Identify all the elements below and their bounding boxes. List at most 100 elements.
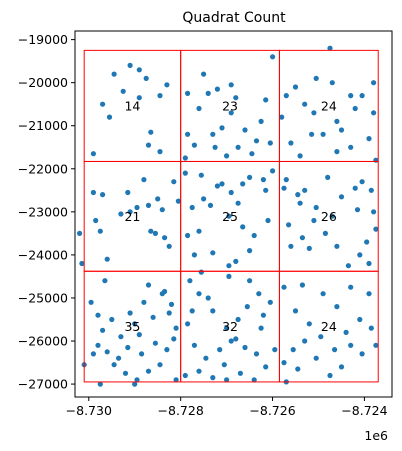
- data-point: [292, 84, 299, 90]
- data-point: [171, 179, 177, 185]
- y-tick-label: −26000: [18, 334, 68, 349]
- data-point: [214, 183, 220, 189]
- quadrat-cell: [278, 270, 379, 383]
- data-point: [95, 342, 101, 348]
- data-point: [226, 213, 232, 219]
- data-point: [210, 131, 216, 137]
- quadrat-count-label: 14: [124, 98, 140, 113]
- data-point: [152, 230, 158, 236]
- data-point: [253, 351, 260, 357]
- x-tick-label: −8.728: [158, 403, 204, 418]
- quadrat-count-label: 24: [321, 319, 337, 334]
- data-point: [281, 284, 287, 290]
- data-point: [148, 129, 154, 135]
- data-point: [136, 67, 142, 73]
- data-point: [196, 291, 202, 297]
- data-point: [348, 93, 354, 99]
- data-point: [136, 332, 142, 338]
- data-point: [299, 282, 305, 288]
- data-point: [189, 308, 195, 314]
- data-point: [116, 355, 122, 361]
- data-point: [97, 228, 103, 234]
- data-point: [90, 189, 96, 196]
- data-point: [258, 325, 264, 331]
- data-point: [145, 142, 152, 148]
- data-point: [228, 110, 234, 116]
- data-point: [281, 185, 287, 191]
- data-point: [164, 347, 170, 353]
- data-point: [102, 278, 108, 284]
- data-point: [217, 347, 223, 353]
- data-point: [279, 114, 285, 120]
- data-point: [258, 118, 264, 124]
- data-point: [143, 75, 149, 81]
- data-point: [288, 243, 294, 249]
- data-point: [290, 347, 296, 353]
- data-point: [155, 196, 161, 202]
- data-point: [306, 245, 312, 251]
- data-point: [182, 170, 188, 176]
- data-point: [201, 71, 207, 77]
- data-point: [283, 177, 289, 183]
- data-point: [152, 340, 158, 346]
- data-point: [100, 327, 106, 333]
- data-point: [196, 105, 202, 112]
- data-point: [219, 181, 225, 187]
- data-point: [125, 189, 131, 196]
- data-point: [134, 377, 140, 383]
- data-point: [371, 209, 377, 215]
- data-point: [338, 364, 345, 370]
- data-point: [224, 377, 230, 383]
- data-point: [224, 153, 230, 159]
- data-point: [203, 355, 209, 361]
- data-point: [295, 366, 301, 372]
- data-point: [219, 125, 225, 131]
- data-point: [235, 144, 241, 150]
- data-point: [148, 228, 154, 234]
- data-point: [348, 284, 354, 290]
- data-point: [329, 80, 335, 86]
- data-point: [134, 204, 140, 211]
- data-point: [253, 138, 260, 144]
- data-point: [127, 209, 133, 215]
- data-point: [265, 217, 271, 224]
- data-point: [334, 243, 340, 249]
- data-point: [95, 312, 101, 318]
- data-point: [352, 105, 358, 112]
- data-point: [251, 377, 257, 383]
- data-point: [313, 355, 319, 361]
- data-point: [263, 364, 269, 370]
- data-point: [235, 200, 241, 206]
- data-point: [325, 174, 331, 180]
- x-tick-label: −8.724: [341, 403, 387, 418]
- data-point: [141, 177, 147, 183]
- data-point: [366, 260, 372, 267]
- data-point: [313, 75, 319, 81]
- data-point: [297, 153, 303, 159]
- data-point: [366, 136, 372, 142]
- data-point: [334, 118, 340, 124]
- data-point: [313, 204, 319, 211]
- x-axis-offset-label: 1e6: [364, 428, 388, 443]
- data-point: [256, 291, 262, 297]
- data-point: [297, 200, 303, 206]
- y-tick-label: −22000: [18, 161, 68, 176]
- data-point: [240, 224, 246, 230]
- data-point: [166, 310, 172, 316]
- data-point: [150, 314, 156, 320]
- data-point: [182, 155, 188, 161]
- data-point: [212, 144, 218, 150]
- data-point: [88, 299, 94, 305]
- data-point: [327, 372, 333, 379]
- data-point: [185, 90, 191, 96]
- data-point: [100, 192, 106, 198]
- data-point: [106, 114, 113, 120]
- data-point: [145, 202, 152, 208]
- data-point: [97, 381, 103, 387]
- data-point: [332, 347, 338, 353]
- data-point: [235, 316, 241, 323]
- quadrat-count-label: 26: [321, 209, 337, 224]
- data-point: [228, 82, 234, 88]
- quadrat-count-label: 35: [124, 319, 140, 334]
- data-point: [334, 149, 340, 155]
